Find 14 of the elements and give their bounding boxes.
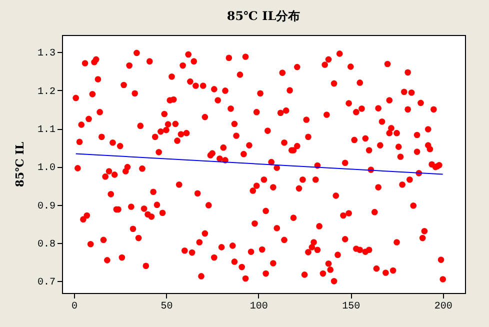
y-tick-label: 1.3: [37, 48, 56, 60]
x-tick-label: 150: [342, 302, 360, 312]
x-tick-label: 50: [160, 302, 173, 312]
x-tick-label: 200: [434, 302, 452, 312]
y-tick-label: 0.8: [37, 240, 56, 251]
y-tick-label: 0.7: [37, 278, 56, 289]
y-tick-label: 0.9: [37, 201, 56, 212]
chart-title: 85℃ IL分布: [226, 9, 300, 23]
x-tick-label: 100: [250, 302, 268, 312]
y-axis-title: 85℃ IL: [13, 142, 26, 188]
y-tick-label: 1.2: [37, 86, 56, 98]
x-tick-label: 0: [71, 302, 78, 312]
y-tick-label: 1.1: [37, 125, 56, 136]
y-tick-label: 1.0: [37, 163, 56, 174]
